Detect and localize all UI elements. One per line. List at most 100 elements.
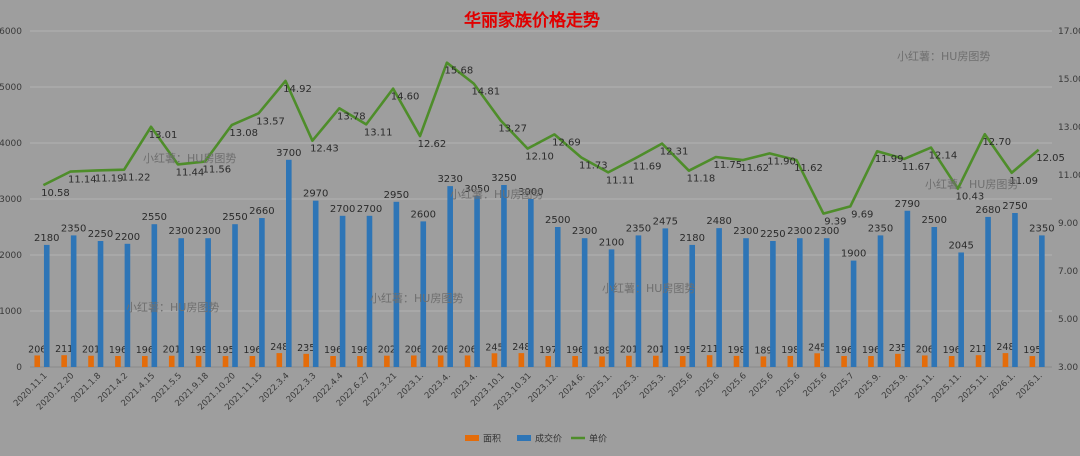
area-bar <box>88 355 94 367</box>
price-bar <box>662 228 669 367</box>
x-tick-label: 2023.1. <box>396 371 426 401</box>
area-bar <box>679 356 686 367</box>
area-bar-label: 248 <box>512 342 530 353</box>
price-bar <box>43 244 50 367</box>
watermark-text: 小红薯：HU房图势 <box>450 188 543 201</box>
price-bar <box>770 241 776 367</box>
price-bar-label: 2950 <box>384 190 409 201</box>
price-bar-label: 2300 <box>168 226 193 237</box>
unit-price-label: 11.18 <box>687 174 716 185</box>
unit-price-label: 13.01 <box>149 130 178 141</box>
area-bar-label: 196 <box>109 345 127 356</box>
y-right-tick-label: 5.00 <box>1058 315 1078 325</box>
chart-title: 华丽家族价格走势 <box>464 10 600 31</box>
area-bar-label: 195 <box>674 345 692 356</box>
x-tick-label: 2025.9. <box>853 371 883 401</box>
price-bar <box>985 216 991 367</box>
x-tick-label: 2025.11. <box>957 371 991 405</box>
area-bar <box>895 353 901 367</box>
watermark-text: 小红薯：HU房图势 <box>602 282 695 295</box>
unit-price-label: 11.14 <box>68 175 97 186</box>
y-left-tick-label: 0 <box>16 363 22 373</box>
price-bar-label: 2750 <box>1002 201 1027 212</box>
price-bar <box>823 238 830 367</box>
area-bar-label: 195 <box>1023 345 1041 356</box>
area-bar <box>168 355 175 367</box>
x-tick-label: 2025.6 <box>775 371 803 399</box>
area-bar <box>330 356 336 367</box>
price-bar-label: 2350 <box>61 223 86 234</box>
watermark-text: 小红薯：HU房图势 <box>897 50 990 63</box>
area-bar-label: 196 <box>243 345 261 356</box>
area-bar-label: 196 <box>835 345 853 356</box>
area-bar-label: 201 <box>163 345 181 356</box>
area-bar-label: 198 <box>727 345 745 356</box>
legend-swatch <box>517 435 531 441</box>
y-right-tick-label: 17.00 <box>1058 27 1080 37</box>
area-bar <box>303 353 309 367</box>
y-right-tick-label: 15.00 <box>1058 75 1080 85</box>
area-bar-label: 245 <box>808 342 826 353</box>
price-bar-label: 2300 <box>572 226 597 237</box>
y-left-tick-label: 3000 <box>0 195 22 205</box>
y-left-tick-label: 2000 <box>0 251 22 261</box>
price-bar <box>393 201 400 367</box>
x-tick-label: 2023.4. <box>423 371 453 401</box>
area-bar <box>61 355 67 367</box>
unit-price-label: 9.39 <box>824 217 846 228</box>
price-bar-label: 2480 <box>706 216 731 227</box>
price-bar-label: 2045 <box>948 240 973 251</box>
unit-price-label: 14.81 <box>471 87 500 98</box>
price-bar <box>97 241 104 367</box>
unit-price-label: 9.69 <box>851 209 873 220</box>
watermark-text: 小红薯：HU房图势 <box>143 152 236 165</box>
y-right-tick-label: 13.00 <box>1058 123 1080 133</box>
area-bar <box>921 355 928 367</box>
area-bar-label: 235 <box>297 343 315 354</box>
price-bar-label: 2970 <box>303 189 328 200</box>
x-tick-label: 2025.3. <box>611 371 641 401</box>
unit-price-label: 12.10 <box>525 152 554 163</box>
area-bar-label: 206 <box>916 344 934 355</box>
price-bar <box>259 218 265 367</box>
area-bar-label: 201 <box>647 345 665 356</box>
y-left-tick-label: 1000 <box>0 307 22 317</box>
price-bar-label: 2700 <box>357 204 382 215</box>
area-bar <box>868 356 874 367</box>
area-bar <box>142 356 148 367</box>
y-left-tick-label: 5000 <box>0 83 22 93</box>
area-bar-label: 206 <box>28 344 46 355</box>
price-bar <box>70 235 77 367</box>
y-right-tick-label: 11.00 <box>1058 171 1080 181</box>
price-bar-label: 2680 <box>975 205 1000 216</box>
y-right-tick-label: 7.00 <box>1058 267 1078 277</box>
price-bar-label: 2475 <box>653 216 678 227</box>
watermark-text: 小红薯：HU房图势 <box>126 301 219 314</box>
price-bar <box>904 210 911 367</box>
price-bar-label: 3000 <box>518 187 543 198</box>
price-bar-label: 2300 <box>814 226 839 237</box>
unit-price-line <box>42 61 1040 215</box>
unit-price-label: 12.43 <box>310 144 339 155</box>
area-bar <box>518 353 525 367</box>
area-bar-label: 201 <box>82 345 100 356</box>
area-bar <box>195 355 202 367</box>
area-bar <box>115 356 121 367</box>
area-bar <box>841 356 847 367</box>
price-bar <box>1039 235 1045 367</box>
price-bar-label: 2300 <box>787 226 812 237</box>
area-bar-label: 248 <box>996 342 1014 353</box>
unit-price-label: 11.73 <box>579 160 608 171</box>
unit-price-label: 14.60 <box>391 92 420 103</box>
area-bar <box>599 356 605 367</box>
unit-price-label: 10.43 <box>956 192 985 203</box>
area-bar-label: 206 <box>405 344 423 355</box>
unit-price-label: 13.08 <box>229 128 258 139</box>
price-bar-label: 2180 <box>679 233 704 244</box>
unit-price-label: 11.19 <box>95 173 124 184</box>
x-tick-label: 2025.3. <box>638 371 668 401</box>
price-bar-label: 2500 <box>922 215 947 226</box>
area-bar <box>249 356 256 367</box>
price-bar <box>232 224 238 367</box>
